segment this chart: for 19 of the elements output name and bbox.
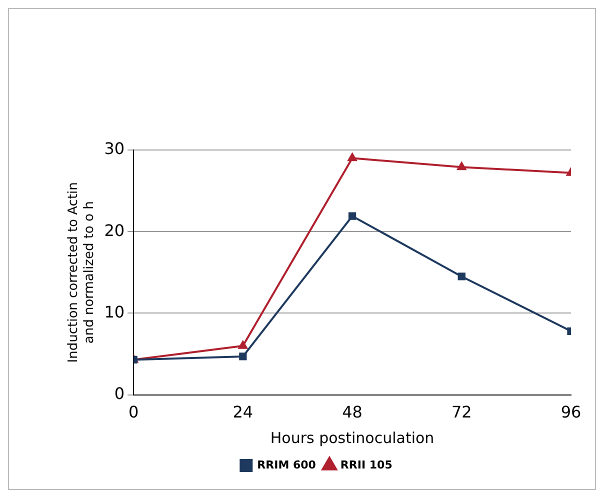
x-tick-label: 96	[560, 402, 582, 422]
y-tick-label: 0	[114, 384, 125, 403]
y-tick-label: 20	[104, 220, 125, 240]
x-tick-label: 0	[128, 402, 139, 422]
point	[239, 352, 247, 360]
legend-label: RRIM 600	[257, 458, 316, 472]
x-axis-title: Hours postinoculation	[270, 428, 434, 447]
point	[348, 153, 357, 162]
point	[458, 272, 466, 280]
y-tick-label: 10	[104, 302, 125, 322]
point	[457, 162, 466, 170]
x-tick-label: 48	[342, 402, 362, 422]
y-axis-title: Induction corrected to Actin and normalized to o h	[66, 182, 97, 363]
legend-label: RRII 105	[340, 458, 392, 472]
x-tick-label: 24	[232, 402, 254, 422]
point	[348, 212, 356, 220]
point	[238, 340, 248, 349]
x-tick-label: 72	[451, 402, 472, 422]
y-tick-label: 30	[104, 139, 125, 158]
